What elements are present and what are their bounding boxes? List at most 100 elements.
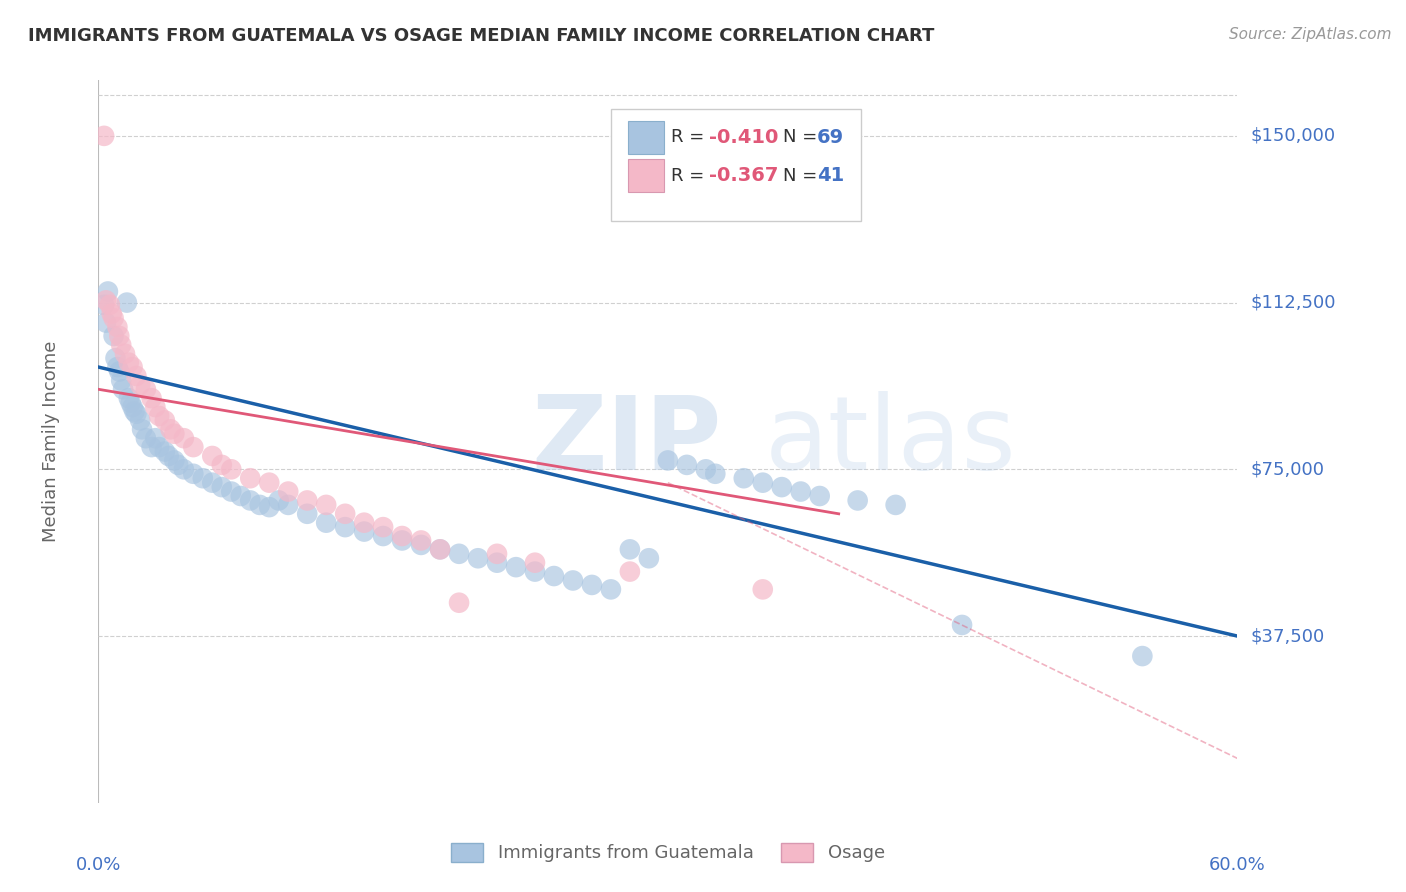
- Point: [221, 462, 243, 476]
- Point: [353, 524, 375, 539]
- Point: [846, 493, 869, 508]
- Point: [112, 382, 135, 396]
- Point: [733, 471, 755, 485]
- Point: [600, 582, 623, 597]
- Point: [315, 498, 337, 512]
- Point: [429, 542, 451, 557]
- Point: [153, 444, 176, 458]
- Text: ZIP: ZIP: [531, 391, 721, 492]
- Point: [704, 467, 727, 481]
- Point: [94, 293, 117, 308]
- Point: [411, 538, 433, 552]
- FancyBboxPatch shape: [628, 120, 665, 154]
- Point: [183, 467, 205, 481]
- Point: [115, 295, 138, 310]
- Point: [93, 128, 115, 143]
- Point: [163, 426, 186, 441]
- Point: [104, 351, 127, 366]
- Point: [486, 547, 509, 561]
- Point: [201, 475, 224, 490]
- Point: [524, 565, 547, 579]
- Point: [790, 484, 813, 499]
- Text: R =: R =: [671, 128, 710, 146]
- Point: [411, 533, 433, 548]
- Point: [148, 409, 170, 423]
- Point: [211, 480, 233, 494]
- Text: -0.367: -0.367: [709, 166, 779, 186]
- Point: [141, 440, 163, 454]
- Point: [752, 475, 775, 490]
- Text: $37,500: $37,500: [1250, 627, 1324, 645]
- Point: [120, 395, 142, 409]
- Point: [141, 391, 163, 405]
- Point: [183, 440, 205, 454]
- Point: [100, 307, 122, 321]
- Point: [94, 316, 117, 330]
- Point: [153, 413, 176, 427]
- Point: [221, 484, 243, 499]
- Point: [98, 298, 121, 312]
- Point: [163, 453, 186, 467]
- Point: [229, 489, 252, 503]
- Point: [124, 404, 146, 418]
- Text: IMMIGRANTS FROM GUATEMALA VS OSAGE MEDIAN FAMILY INCOME CORRELATION CHART: IMMIGRANTS FROM GUATEMALA VS OSAGE MEDIA…: [28, 27, 935, 45]
- Point: [129, 377, 152, 392]
- FancyBboxPatch shape: [612, 109, 862, 221]
- Point: [950, 618, 973, 632]
- Point: [1132, 649, 1154, 664]
- Text: N =: N =: [783, 167, 823, 185]
- Point: [93, 298, 115, 312]
- Point: [657, 453, 679, 467]
- Text: -0.410: -0.410: [709, 128, 779, 147]
- Point: [676, 458, 699, 472]
- Point: [524, 556, 547, 570]
- Point: [103, 329, 125, 343]
- Point: [97, 285, 120, 299]
- Point: [131, 422, 153, 436]
- Point: [135, 382, 157, 396]
- Text: N =: N =: [783, 128, 823, 146]
- Text: atlas: atlas: [765, 391, 1017, 492]
- Point: [259, 475, 281, 490]
- Point: [108, 329, 131, 343]
- Point: [191, 471, 214, 485]
- Point: [125, 368, 148, 383]
- Point: [118, 356, 141, 370]
- Legend: Immigrants from Guatemala, Osage: Immigrants from Guatemala, Osage: [451, 843, 884, 863]
- Point: [619, 565, 641, 579]
- Text: 60.0%: 60.0%: [1209, 856, 1265, 874]
- Point: [159, 422, 181, 436]
- Text: 41: 41: [817, 166, 844, 186]
- Text: Source: ZipAtlas.com: Source: ZipAtlas.com: [1229, 27, 1392, 42]
- Point: [505, 560, 527, 574]
- Point: [110, 373, 132, 387]
- Point: [391, 529, 413, 543]
- Point: [118, 391, 141, 405]
- Point: [277, 498, 299, 512]
- Point: [884, 498, 907, 512]
- Text: $112,500: $112,500: [1250, 293, 1336, 311]
- Point: [103, 311, 125, 326]
- Text: R =: R =: [671, 167, 710, 185]
- Point: [129, 413, 152, 427]
- Point: [145, 400, 167, 414]
- Point: [211, 458, 233, 472]
- Point: [135, 431, 157, 445]
- Point: [107, 360, 129, 375]
- Point: [167, 458, 190, 472]
- Point: [173, 431, 195, 445]
- Point: [114, 347, 136, 361]
- FancyBboxPatch shape: [628, 159, 665, 193]
- Point: [259, 500, 281, 515]
- Point: [808, 489, 831, 503]
- Point: [267, 493, 290, 508]
- Point: [110, 338, 132, 352]
- Point: [391, 533, 413, 548]
- Text: $150,000: $150,000: [1250, 127, 1336, 145]
- Point: [353, 516, 375, 530]
- Text: 0.0%: 0.0%: [76, 856, 121, 874]
- Point: [121, 360, 143, 375]
- Point: [157, 449, 180, 463]
- Point: [543, 569, 565, 583]
- Point: [770, 480, 793, 494]
